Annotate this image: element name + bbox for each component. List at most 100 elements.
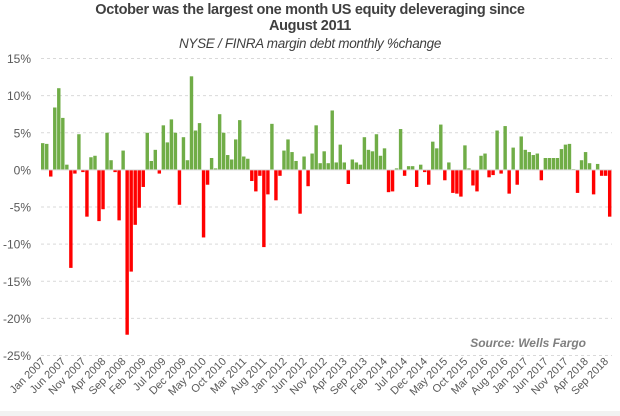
bar-15 [101,169,105,210]
bar-55 [262,169,266,248]
bar-3 [53,107,57,170]
bar-127 [551,158,556,170]
bar-88 [394,168,399,170]
bar-85 [382,148,387,170]
y-tick-label: -25% [3,349,31,363]
bar-30 [161,125,166,170]
bar-125 [543,158,548,170]
bar-22 [129,169,133,272]
bar-0 [41,143,45,170]
bar-87 [390,169,395,192]
bar-120 [523,149,527,170]
bar-63 [294,160,298,170]
bar-66 [306,169,310,187]
bar-104 [459,169,463,197]
bar-73 [334,162,338,170]
bar-139 [599,169,604,176]
bar-8 [73,169,77,174]
bar-13 [93,155,97,170]
bar-89 [398,129,403,170]
bar-31 [165,142,170,170]
bar-58 [274,169,278,201]
bar-107 [471,169,475,186]
bar-32 [169,119,174,170]
bar-24 [137,169,141,208]
bar-28 [153,149,158,170]
bar-103 [455,169,459,194]
bar-49 [238,120,242,170]
bar-92 [410,166,415,170]
bar-47 [229,159,234,170]
bar-62 [290,152,294,170]
bar-5 [61,117,65,170]
bar-67 [310,153,314,170]
chart-title-line-1: October was the largest one month US equ… [95,2,525,18]
bar-64 [298,169,302,214]
bar-51 [246,158,250,170]
bar-76 [346,169,351,184]
bar-29 [157,169,162,174]
bar-23 [133,169,137,225]
bar-106 [467,168,471,170]
bar-19 [117,169,121,221]
bar-6 [65,164,69,170]
bar-59 [278,169,282,176]
bar-44 [217,114,222,170]
bar-72 [330,110,334,170]
bar-122 [531,155,535,170]
y-tick-label: 15% [7,52,31,66]
bar-93 [414,169,419,187]
bar-35 [181,137,186,170]
bar-113 [495,130,499,170]
bar-38 [193,130,198,170]
bar-83 [374,134,379,170]
bar-40 [201,169,206,238]
bar-37 [189,76,194,170]
bar-112 [491,169,495,176]
bar-133 [575,169,580,193]
bar-97 [431,141,435,170]
y-tick-label: 0% [14,163,32,177]
bar-9 [77,134,81,170]
bar-11 [85,169,89,217]
y-tick-label: -5% [10,201,32,215]
bar-57 [270,123,274,170]
bar-124 [539,169,544,181]
bar-25 [141,169,145,187]
bar-4 [57,88,61,170]
bar-101 [447,162,451,170]
bar-110 [483,153,487,170]
bar-94 [418,164,423,170]
bar-119 [519,136,523,170]
bar-39 [197,123,202,170]
bar-99 [439,124,443,170]
bar-91 [406,166,411,170]
bar-82 [370,151,375,170]
bar-70 [322,151,326,170]
bar-69 [318,163,322,170]
bars [41,76,612,335]
bar-61 [286,139,290,170]
bar-43 [213,168,218,170]
bar-79 [358,164,363,170]
y-tick-label: -15% [3,275,31,289]
chart-title-line-2: August 2011 [268,18,352,34]
bar-117 [511,147,515,170]
y-tick-label: -10% [3,238,31,252]
bar-123 [535,153,540,170]
bar-74 [338,144,342,170]
bar-21 [125,169,129,335]
bar-86 [386,169,391,193]
bar-71 [326,163,330,170]
bar-137 [591,169,596,195]
bar-48 [234,139,238,170]
bar-121 [527,152,531,170]
bar-33 [173,132,178,170]
bar-17 [109,160,113,170]
y-tick-label: 5% [14,126,32,140]
y-tick-label: -20% [3,312,31,326]
bar-115 [503,126,507,170]
bar-130 [563,144,568,170]
bar-84 [378,155,383,170]
